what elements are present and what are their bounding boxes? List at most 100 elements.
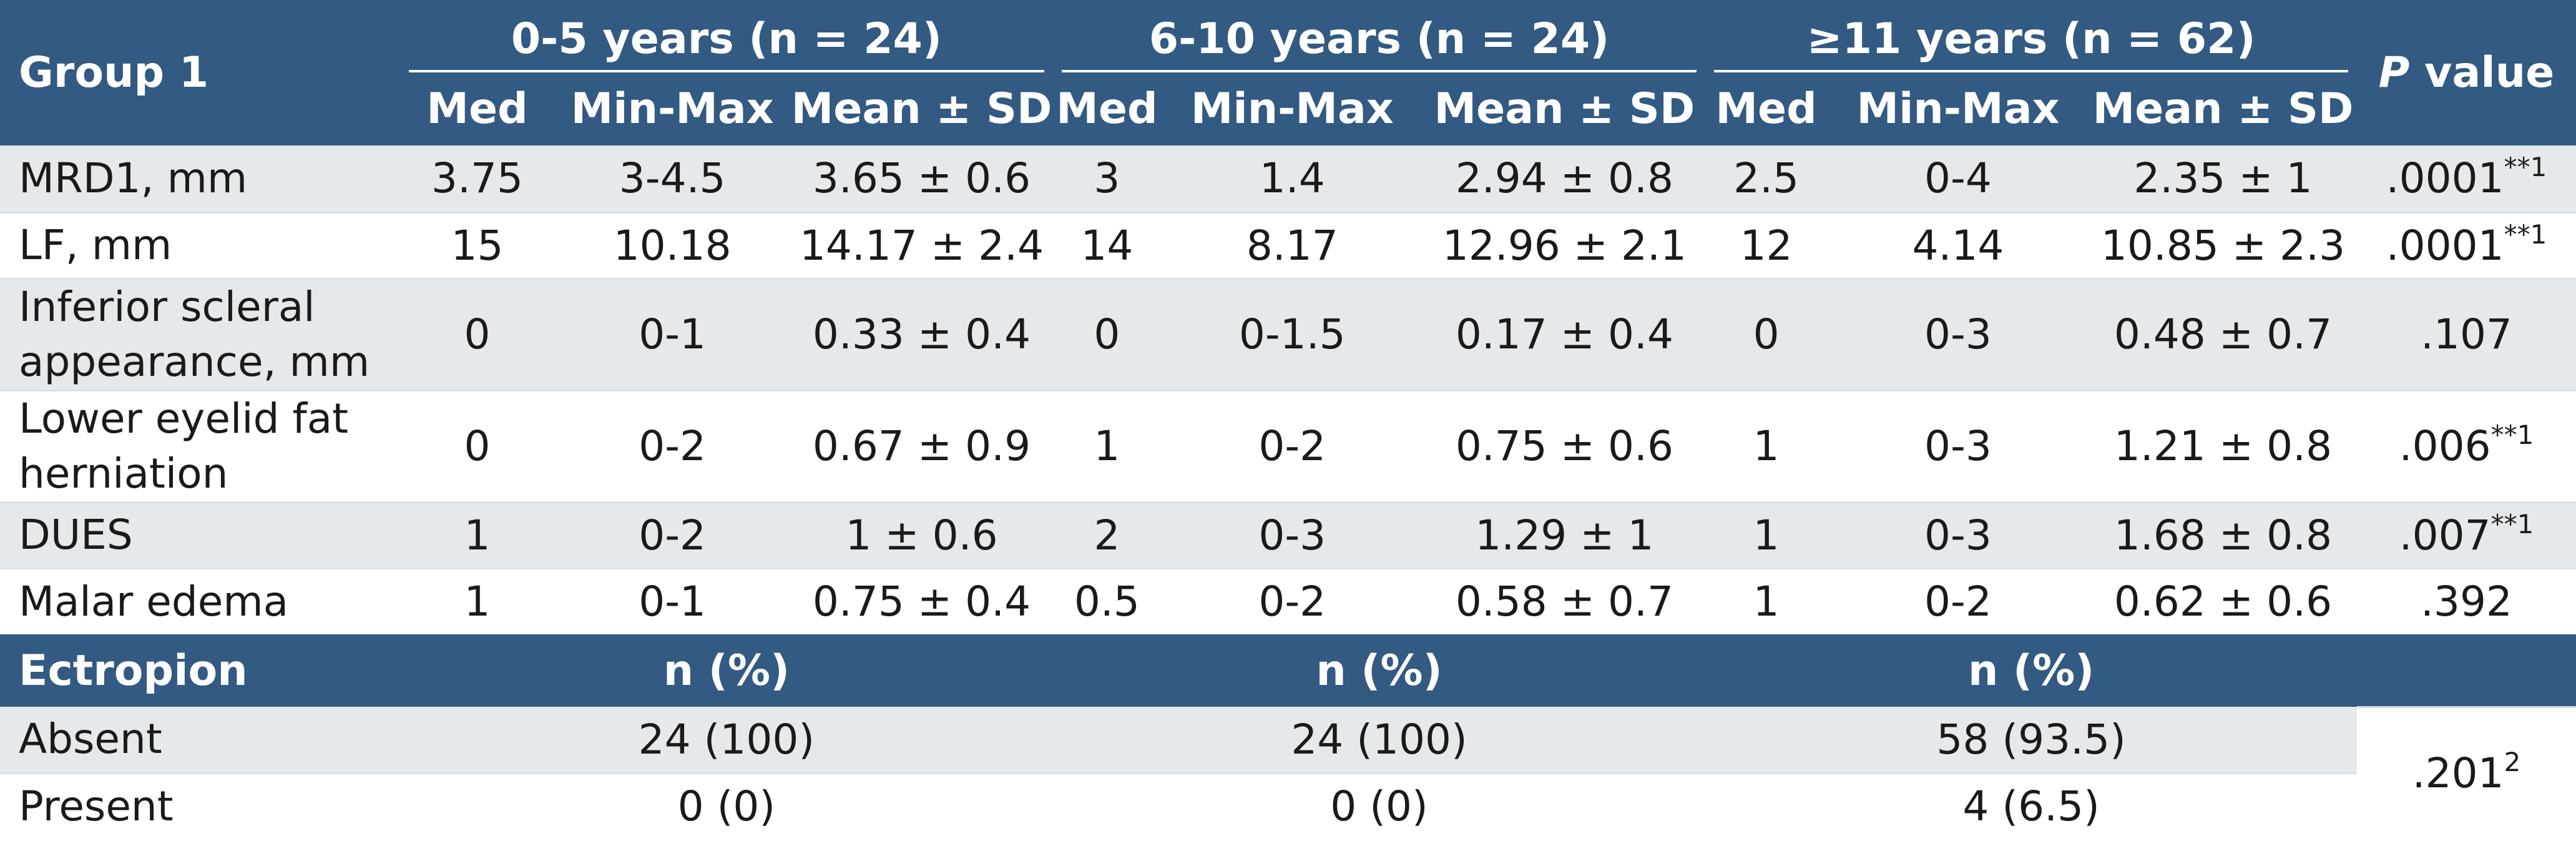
table-cell: 8.17 (1161, 211, 1424, 278)
table-cell: 0-3 (1826, 277, 2090, 390)
row-label: Absent (0, 707, 401, 773)
table-row: Present 0 (0) 0 (0) 4 (6.5) (0, 772, 2576, 839)
age-group-6-10: 6-10 years (n = 24) (1052, 0, 1706, 72)
table-cell: 0 (1705, 277, 1827, 390)
table-cell: 24 (100) (400, 707, 1053, 773)
table-cell: 0-1 (554, 567, 791, 634)
n-percent-header: n (%) (1705, 634, 2357, 707)
table-cell: 1 (1705, 389, 1827, 502)
row-label: LF, mm (0, 211, 401, 278)
table-cell: 0-1.5 (1161, 277, 1424, 390)
table-cell: 1.4 (1161, 145, 1424, 212)
age-group-11-plus: ≥11 years (n = 62) (1705, 0, 2357, 72)
row-label: Inferior scleral appearance, mm (0, 277, 401, 390)
table-cell: 0-2 (1161, 567, 1424, 634)
p-value-cell: .0001**1 (2356, 145, 2576, 212)
table-cell: 12.96 ± 2.1 (1423, 211, 1706, 278)
table-cell: 0 (1052, 277, 1162, 390)
table-cell: 1 (400, 567, 554, 634)
table-cell: 0.17 ± 0.4 (1423, 277, 1706, 390)
table-cell: 0 (0) (1052, 772, 1706, 839)
table-cell: 14 (1052, 211, 1162, 278)
table-cell: 3-4.5 (554, 145, 791, 212)
table-cell: 0-1 (554, 277, 791, 390)
p-value-cell: .2012 (2356, 706, 2576, 839)
subcol-med: Med (400, 72, 554, 145)
table-cell: 0.58 ± 0.7 (1423, 567, 1706, 634)
p-value-cell: .392 (2356, 567, 2576, 634)
table-cell: 0-4 (1826, 145, 2090, 212)
row-label: MRD1, mm (0, 145, 401, 212)
table-row: Inferior scleral appearance, mm 0 0-1 0.… (0, 277, 2576, 390)
table-cell: 1 (1052, 389, 1162, 502)
table-row: Absent 24 (100) 24 (100) 58 (93.5) .2012 (0, 706, 2576, 839)
p-value-cell: .006**1 (2356, 389, 2576, 502)
table-cell: 10.18 (554, 211, 791, 278)
table-cell: 14.17 ± 2.4 (790, 211, 1053, 278)
table-cell: 0.48 ± 0.7 (2089, 277, 2357, 390)
age-group-0-5: 0-5 years (n = 24) (400, 0, 1053, 72)
table-cell: 3 (1052, 145, 1162, 212)
table-cell: 0.75 ± 0.6 (1423, 389, 1706, 502)
p-value-cell: .007**1 (2356, 501, 2576, 568)
table-cell: 2 (1052, 501, 1162, 568)
table-cell: 58 (93.5) (1705, 707, 2357, 773)
table-cell: 2.35 ± 1 (2089, 145, 2357, 212)
ectropion-label: Ectropion (0, 634, 401, 707)
table-cell: 1 (1705, 567, 1827, 634)
group-label: Group 1 (0, 0, 401, 145)
table-row: Malar edema 1 0-1 0.75 ± 0.4 0.5 0-2 0.5… (0, 567, 2576, 634)
table-cell: 2.5 (1705, 145, 1827, 212)
table-row: LF, mm 15 10.18 14.17 ± 2.4 14 8.17 12.9… (0, 211, 2576, 278)
subcol-med: Med (1705, 72, 1827, 145)
table-cell: 1 ± 0.6 (790, 501, 1053, 568)
row-label: Lower eyelid fat herniation (0, 389, 401, 502)
table-cell: 0.5 (1052, 567, 1162, 634)
row-label: Present (0, 772, 401, 839)
table-cell: 0.67 ± 0.9 (790, 389, 1053, 502)
table-cell: 1 (400, 501, 554, 568)
table-cell: 15 (400, 211, 554, 278)
table-cell: 1.21 ± 0.8 (2089, 389, 2357, 502)
table-cell: 0.75 ± 0.4 (790, 567, 1053, 634)
table-cell: 4.14 (1826, 211, 2090, 278)
p-value-cell: .0001**1 (2356, 211, 2576, 278)
table-cell: 0-3 (1826, 501, 2090, 568)
ectropion-header-empty (2356, 634, 2576, 707)
row-label: Malar edema (0, 567, 401, 634)
table-row: DUES 1 0-2 1 ± 0.6 2 0-3 1.29 ± 1 1 0-3 … (0, 501, 2576, 568)
subcol-mean-sd: Mean ± SD (1423, 72, 1706, 145)
n-percent-header: n (%) (1052, 634, 1706, 707)
header-row-2: Med Min-Max Mean ± SD Med Min-Max Mean ±… (0, 72, 2576, 145)
table-cell: 3.75 (400, 145, 554, 212)
subcol-mean-sd: Mean ± SD (2089, 72, 2357, 145)
subcol-min-max: Min-Max (554, 72, 791, 145)
row-label: DUES (0, 501, 401, 568)
n-percent-header: n (%) (400, 634, 1053, 707)
table-cell: 0 (400, 277, 554, 390)
ectropion-header-row: Ectropion n (%) n (%) n (%) (0, 634, 2576, 707)
table-cell: 1.68 ± 0.8 (2089, 501, 2357, 568)
table-cell: 0.62 ± 0.6 (2089, 567, 2357, 634)
table-cell: 1.29 ± 1 (1423, 501, 1706, 568)
subcol-min-max: Min-Max (1161, 72, 1424, 145)
table-cell: 0 (0) (400, 772, 1053, 839)
table-row: MRD1, mm 3.75 3-4.5 3.65 ± 0.6 3 1.4 2.9… (0, 145, 2576, 212)
table-cell: 10.85 ± 2.3 (2089, 211, 2357, 278)
table-cell: 0-3 (1161, 501, 1424, 568)
table-cell: 2.94 ± 0.8 (1423, 145, 1706, 212)
table-cell: 0-2 (554, 501, 791, 568)
table-cell: 12 (1705, 211, 1827, 278)
table-cell: 0.33 ± 0.4 (790, 277, 1053, 390)
table-cell: 4 (6.5) (1705, 772, 2357, 839)
table-cell: 0-2 (554, 389, 791, 502)
table-cell: 0-3 (1826, 389, 2090, 502)
table-cell: 1 (1705, 501, 1827, 568)
table-cell: 24 (100) (1052, 707, 1706, 773)
subcol-min-max: Min-Max (1826, 72, 2090, 145)
p-value-cell: .107 (2356, 277, 2576, 390)
table-cell: 0-2 (1161, 389, 1424, 502)
table-cell: 0 (400, 389, 554, 502)
subcol-med: Med (1052, 72, 1162, 145)
